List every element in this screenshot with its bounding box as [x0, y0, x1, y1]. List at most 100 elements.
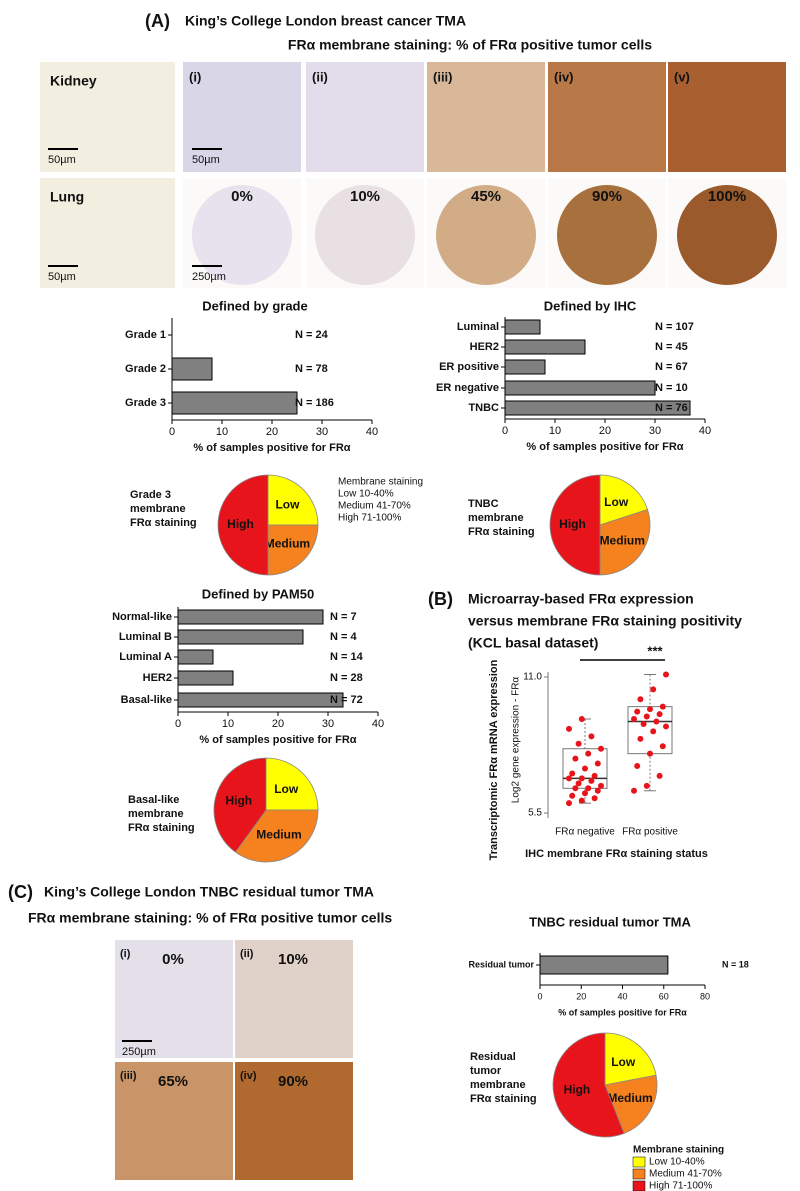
panel-index: (i)	[120, 948, 131, 960]
pie-caption: Basal-like	[128, 794, 179, 806]
data-point	[578, 797, 585, 804]
panel-label: (A)	[145, 11, 170, 31]
sample-count: N = 186	[295, 397, 334, 409]
legend-item: Low 10-40%	[338, 489, 394, 500]
x-tick-label: 40	[366, 426, 378, 438]
core-percent: 0%	[162, 951, 184, 968]
legend-item: High 71-100%	[649, 1181, 712, 1191]
category-label: Basal-like	[121, 694, 172, 706]
data-point	[637, 696, 644, 703]
x-tick-label: 40	[699, 425, 711, 437]
x-tick-label: 0	[537, 991, 542, 1001]
bar	[539, 955, 669, 975]
data-point	[634, 763, 641, 770]
x-tick-label: 40	[372, 718, 384, 730]
core-percent: 90%	[278, 1073, 308, 1090]
control-label: Lung	[50, 189, 84, 205]
legend-item: Medium 41-70%	[649, 1169, 722, 1180]
tumor-micrograph	[183, 62, 301, 172]
panel-title: King’s College London TNBC residual tumo…	[44, 884, 374, 900]
panel-index: (ii)	[312, 69, 328, 84]
pie-caption: tumor	[470, 1065, 502, 1077]
y-axis-sublabel: Log2 gene expression - FRα	[511, 677, 522, 804]
data-point	[663, 723, 669, 730]
x-tick-label: 20	[576, 991, 586, 1001]
bar	[504, 380, 656, 396]
slice-label: High	[564, 1083, 591, 1097]
category-label: Grade 1	[125, 329, 166, 341]
category-label: HER2	[470, 341, 499, 353]
pie-slice	[604, 1032, 657, 1086]
scale-bar-label: 250µm	[122, 1046, 156, 1058]
bar	[504, 359, 546, 375]
pie-caption: FRα staining	[130, 517, 197, 529]
x-tick-label: 20	[272, 718, 284, 730]
legend-item: High 71-100%	[338, 513, 401, 524]
pie-slice	[599, 474, 649, 526]
data-point	[656, 772, 663, 779]
tumor-micrograph	[548, 62, 666, 172]
pie-slice	[599, 509, 651, 576]
data-point	[575, 780, 582, 787]
sample-count: N = 28	[330, 672, 363, 684]
bar	[177, 629, 304, 645]
pie-slice	[265, 757, 319, 811]
panel-index: (iii)	[433, 69, 453, 84]
sample-count: N = 76	[655, 402, 688, 414]
x-axis-label: % of samples positive for FRα	[199, 734, 356, 746]
data-point	[637, 735, 644, 742]
x-axis-label: IHC membrane FRα staining status	[525, 848, 708, 860]
data-point	[640, 720, 647, 727]
x-tick-label: 80	[700, 991, 710, 1001]
sample-count: N = 72	[330, 694, 363, 706]
box	[562, 748, 608, 789]
tma-micrograph	[115, 1062, 233, 1180]
legend-swatch	[632, 1168, 646, 1180]
data-point	[663, 671, 669, 678]
panel-index: (ii)	[240, 948, 254, 960]
data-point	[634, 708, 641, 715]
pie-caption: Grade 3	[130, 489, 171, 501]
x-tick-label: 0	[502, 425, 508, 437]
data-point	[659, 743, 666, 750]
scale-bar-label: 250µm	[192, 271, 226, 283]
bar	[177, 670, 234, 686]
pie-caption: TNBC	[468, 498, 499, 510]
panel-index: (iii)	[120, 1070, 137, 1082]
x-axis-label: % of samples positive for FRα	[193, 442, 350, 454]
bar	[171, 357, 213, 381]
tma-core	[192, 185, 292, 285]
bar	[177, 609, 324, 625]
core-percent: 0%	[231, 188, 253, 205]
category-label: TNBC	[468, 402, 499, 414]
bar	[504, 339, 586, 355]
core-percent: 100%	[708, 188, 746, 205]
pie-slice	[217, 474, 269, 576]
category-label: Grade 3	[125, 397, 166, 409]
pie-slice	[552, 1032, 625, 1138]
sample-count: N = 24	[295, 329, 329, 341]
sample-count: N = 14	[330, 651, 364, 663]
category-label: Grade 2	[125, 363, 166, 375]
tumor-micrograph	[427, 62, 545, 172]
pie-caption: membrane	[130, 503, 186, 515]
panel-subtitle: FRα membrane staining: % of FRα positive…	[288, 37, 652, 53]
legend-title: Membrane staining	[338, 477, 423, 488]
sample-count: N = 7	[330, 611, 357, 623]
data-point	[582, 790, 588, 797]
tma-micrograph	[115, 940, 233, 1058]
x-tick-label: 0	[175, 718, 181, 730]
sample-count: N = 107	[655, 321, 694, 333]
core-percent: 45%	[471, 188, 501, 205]
legend-swatch	[632, 1156, 646, 1168]
scale-bar-label: 50µm	[192, 154, 220, 166]
bar	[177, 649, 214, 665]
sample-count: N = 78	[295, 363, 328, 375]
category-label: Luminal A	[119, 651, 172, 663]
core-percent: 65%	[158, 1073, 188, 1090]
bar	[171, 391, 298, 415]
bar	[504, 319, 541, 335]
tma-micrograph	[235, 940, 353, 1058]
data-point	[598, 745, 604, 752]
data-point	[598, 782, 604, 789]
